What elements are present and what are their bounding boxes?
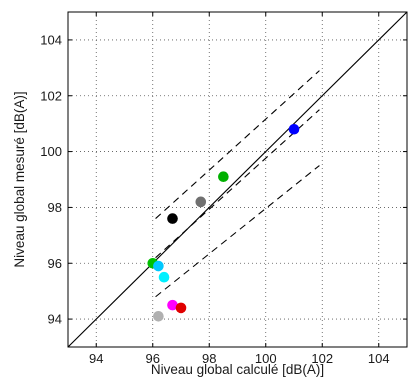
data-point-8 [167,299,178,311]
data-point-6 [153,260,164,272]
data-point-9 [175,302,187,314]
grid [68,12,407,347]
data-points [147,123,300,322]
x-tick-label: 102 [311,351,333,366]
dashed-line-2 [155,70,320,219]
data-point-3 [195,196,207,208]
identity-line [68,12,407,347]
x-tick-label: 100 [255,351,277,366]
plot-frame [67,11,408,348]
x-tick-label: 104 [368,351,390,366]
y-tick-label: 96 [48,256,62,271]
data-point-7 [158,271,170,283]
y-tick-label: 104 [40,32,62,47]
reference-lines [68,12,407,347]
dashed-line-3 [155,165,320,298]
data-point-1 [288,123,300,135]
dashed-line-1 [155,109,320,259]
x-tick-label: 98 [202,351,216,366]
y-axis-label: Niveau global mesuré [dB(A)] [12,91,27,267]
x-tick-label: 94 [89,351,103,366]
axes: 94 96 98 100 102 104 94 96 98 100 102 104 [40,11,408,366]
y-tick-label: 102 [40,88,62,103]
data-point-4 [167,213,178,224]
x-tick-label: 96 [146,351,160,366]
y-tick-label: 100 [40,144,62,159]
y-tick-label: 98 [48,200,62,215]
data-point-10 [153,310,164,322]
y-tick-label: 94 [48,312,62,327]
x-axis-label: Niveau global calculé [dB(A)] [151,362,324,377]
data-point-2 [218,171,229,183]
